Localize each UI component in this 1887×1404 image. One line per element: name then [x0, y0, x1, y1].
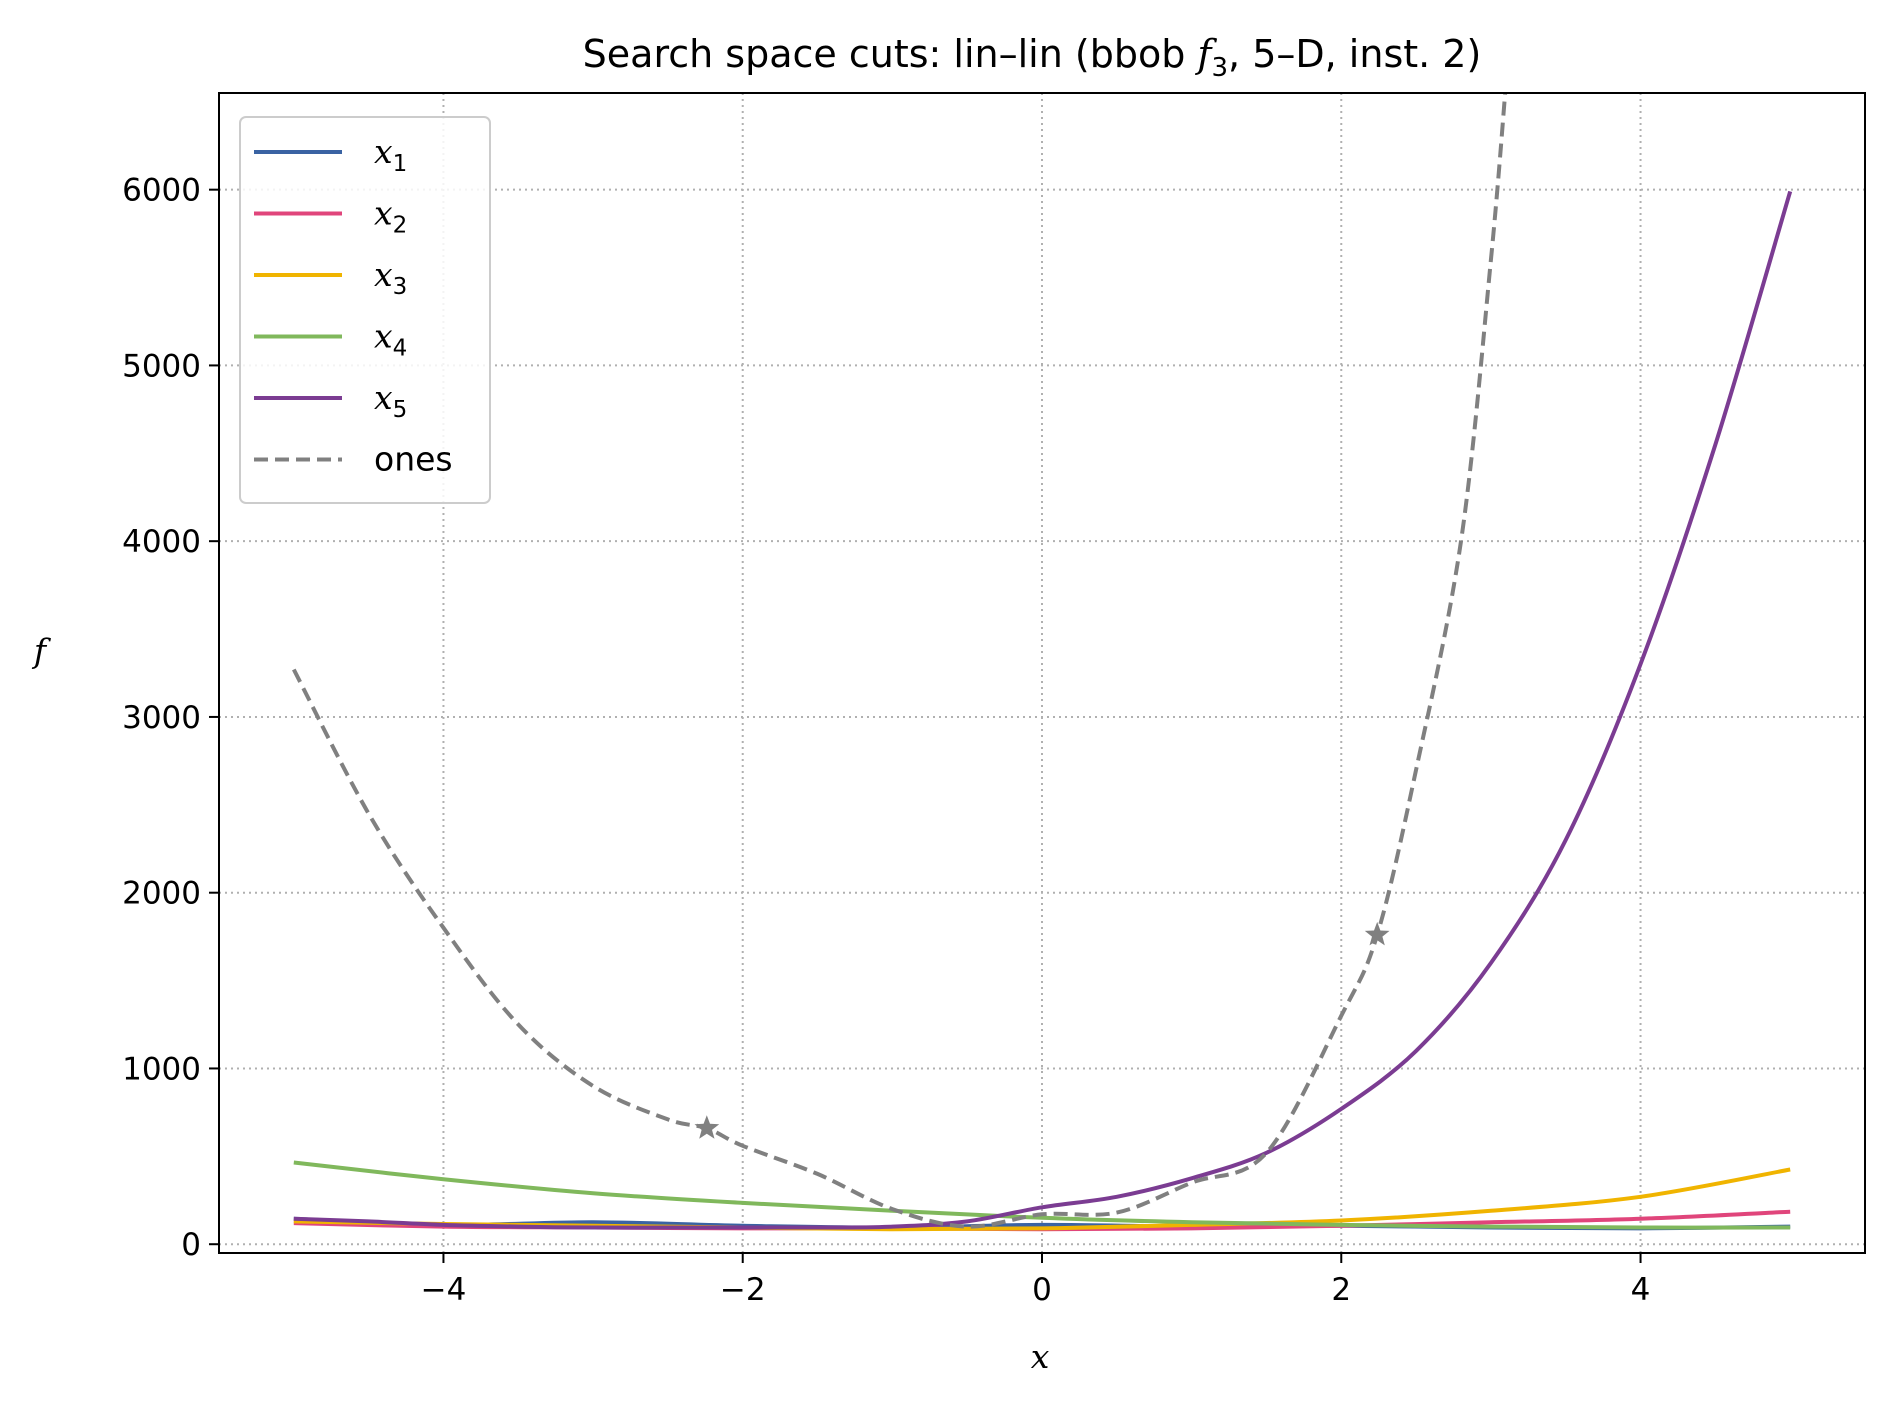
star-marker [1364, 921, 1390, 946]
series-line-x4 [293, 1160, 1791, 1230]
x-tick-label: 0 [1032, 1272, 1052, 1308]
x-tick-label: −4 [421, 1272, 467, 1308]
legend-label-ones: ones [374, 440, 453, 479]
series-layer [292, 93, 1793, 1232]
y-tick-label: 6000 [122, 173, 201, 209]
marker-layer [694, 921, 1390, 1139]
y-tick-label: 4000 [122, 524, 201, 560]
series-line-x5 [293, 190, 1793, 1230]
legend-label-x3: x3 [374, 255, 407, 300]
star-marker [694, 1115, 720, 1139]
x-tick-label: 2 [1331, 1272, 1351, 1308]
y-axis-label: f [31, 631, 52, 670]
x-axis-label: x [1031, 1337, 1050, 1376]
title-post: , 5–D, inst. 2) [1228, 32, 1481, 76]
y-tick-label: 3000 [122, 700, 201, 736]
y-tick-label: 5000 [122, 348, 201, 384]
series-line-ones [292, 93, 1508, 1229]
x-tick-label: −2 [720, 1272, 766, 1308]
y-tick-label: 1000 [122, 1051, 201, 1087]
title-sub: 3 [1212, 53, 1229, 83]
legend: x1 x2 x3 x4 x5 ones [239, 116, 491, 504]
grid [219, 93, 1865, 1253]
x-axis: −4 −2 0 2 4 [421, 1253, 1651, 1308]
x-tick-label: 4 [1631, 1272, 1651, 1308]
title-pre: Search space cuts: lin–lin (bbob [583, 32, 1198, 76]
legend-label-x1: x1 [374, 132, 407, 177]
legend-label-x5: x5 [374, 378, 407, 423]
y-tick-label: 0 [181, 1227, 201, 1263]
chart-title: Search space cuts: lin–lin (bbob f3, 5–D… [583, 32, 1482, 83]
legend-label-x4: x4 [374, 317, 407, 362]
y-axis: 0 1000 2000 3000 4000 5000 6000 [122, 173, 219, 1263]
legend-label-x2: x2 [374, 194, 407, 239]
y-tick-label: 2000 [122, 876, 201, 912]
